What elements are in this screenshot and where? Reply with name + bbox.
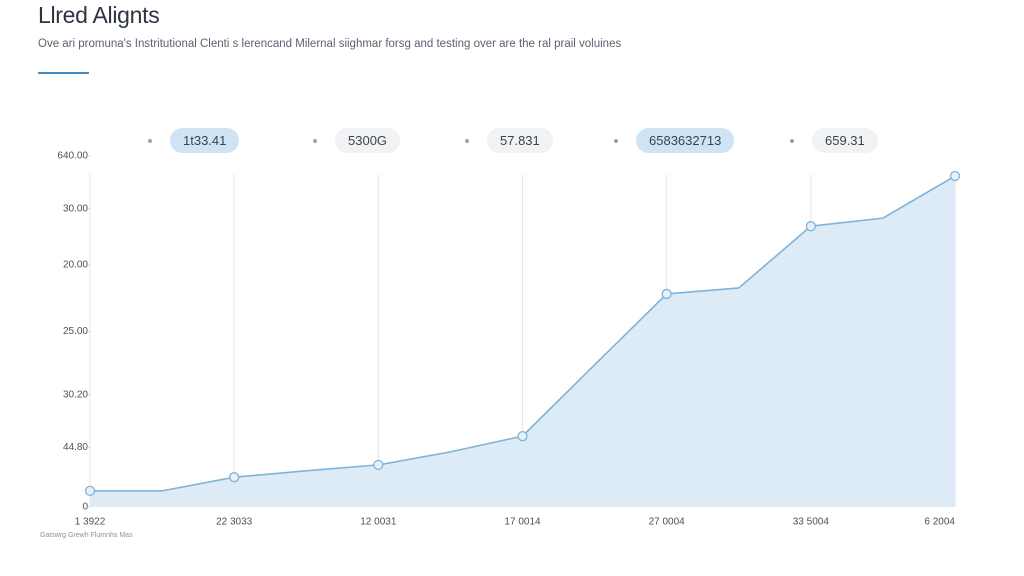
x-tick-label: 1 3922: [75, 517, 106, 528]
x-tick-label: 27 0004: [649, 517, 686, 528]
point: [517, 430, 528, 442]
point: [373, 459, 384, 471]
y-tick-label: 25.00: [63, 326, 88, 337]
y-tick-label: 30.20: [63, 389, 88, 400]
bullet: [148, 138, 152, 143]
x-tick-label: 12 0031: [360, 517, 397, 528]
x-tick-label: 33 5004: [793, 517, 830, 528]
annotation: 5300G: [313, 128, 401, 153]
annotation: 57.831: [465, 128, 553, 153]
annotation-pill: 57.831: [487, 128, 553, 153]
x-tick-label: 6 2004: [924, 517, 955, 528]
annotation: 659.31: [790, 128, 878, 153]
y-tick-label: 30.00: [63, 203, 88, 214]
x-tick-label: 17 0014: [504, 517, 541, 528]
point: [805, 221, 816, 232]
point: [949, 170, 961, 182]
y-tick-label: 0: [82, 502, 88, 513]
y-tick-label: 640.00: [57, 151, 88, 162]
point: [84, 485, 96, 497]
annotation-pill: 1t33.41: [170, 128, 240, 153]
title-underline: [38, 72, 89, 74]
bullet: [465, 138, 469, 143]
x-tick-label: 22 3033: [216, 517, 253, 528]
bullet: [313, 138, 317, 143]
bullet: [790, 138, 794, 143]
y-tick-label: 44.80: [63, 442, 88, 453]
annotation: 1t33.41: [148, 128, 240, 153]
annotation-pill: 659.31: [812, 128, 878, 153]
chart-title: Llred Alignts: [38, 2, 160, 28]
bullet: [614, 138, 618, 143]
annotation-pill: 5300G: [335, 128, 401, 153]
source-note: Gatswrg Grewh Flumnhs Mas: [40, 532, 133, 539]
y-tick-label: 20.00: [63, 259, 88, 270]
point: [229, 472, 240, 483]
annotation: 6583632713: [614, 128, 735, 153]
chart-subtitle: Ove ari promuna's Instritutional Clenti …: [38, 38, 622, 50]
annotation-pill: 6583632713: [636, 128, 735, 153]
area: [90, 176, 955, 507]
point: [661, 288, 672, 300]
